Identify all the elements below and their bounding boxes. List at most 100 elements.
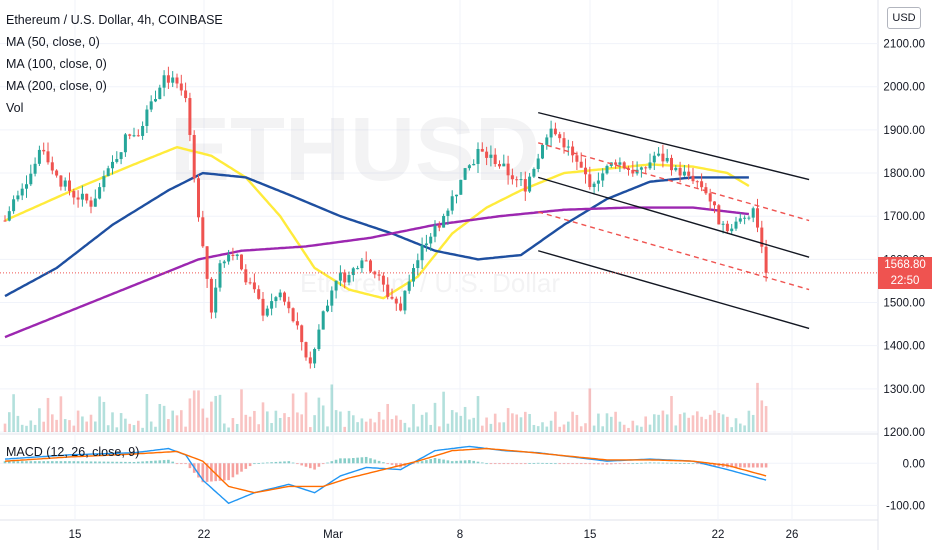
candle-body [274,297,278,302]
candle-body [377,274,381,276]
macd-histogram-bar [20,461,24,464]
volume-bar [261,402,265,432]
candle-body [373,271,377,275]
candle-body [33,163,37,174]
macd-histogram-bar [223,463,226,481]
volume-bar [579,426,583,432]
legend-ma200[interactable]: MA (200, close, 0) [6,79,107,93]
candle-body [566,146,570,148]
macd-histogram-bar [283,461,286,464]
volume-bar [438,426,441,432]
macd-histogram-bar [713,463,716,466]
volume-bar [330,384,334,432]
watermark-symbol: ETHUSD [170,100,540,200]
candle-body [115,159,119,162]
candle-body [407,281,411,291]
macd-histogram-bar [98,461,101,464]
macd-histogram-bar [442,459,445,464]
candle-body [132,135,136,137]
volume-bar [493,413,497,432]
volume-bar [46,397,50,432]
candle-body [498,164,501,167]
candle-body [747,217,751,219]
macd-histogram-bar [416,462,420,464]
macd-histogram-bar [188,463,192,469]
volume-bar [528,413,531,432]
legend-ma50[interactable]: MA (50, close, 0) [6,35,100,49]
volume-bar [390,419,394,432]
candle-body [596,180,600,184]
candle-body [386,284,390,297]
candle-body [463,168,467,180]
macd-histogram-bar [244,463,248,469]
volume-bar [33,424,37,432]
legend-ma100[interactable]: MA (100, close, 0) [6,57,107,71]
currency-button[interactable]: USD [887,7,921,29]
volume-bar [132,425,136,432]
macd-legend[interactable]: MACD (12, 26, close, 9) [6,445,140,459]
candle-body [270,301,274,309]
macd-histogram-bar [760,463,764,468]
price-tick-label: 2000.00 [883,82,925,94]
price-tick-label: 1800.00 [883,168,925,180]
macd-histogram-bar [227,463,230,481]
macd-histogram-bar [584,463,587,465]
volume-bar [248,416,252,432]
macd-histogram-bar [696,463,699,465]
macd-histogram-bar [536,462,540,464]
candle-body [218,263,222,288]
volume-bar [72,425,76,432]
candle-body [532,168,536,177]
volume-bar [463,406,467,432]
candle-body [347,275,351,283]
price-tick-label: 1900.00 [883,125,925,137]
volume-bar [278,417,282,432]
candle-body [85,193,89,201]
volume-bar [317,397,321,432]
macd-histogram-bar [167,459,170,464]
candle-body [648,162,652,169]
macd-histogram-bar [412,463,415,465]
volume-bar [575,414,579,432]
volume-bar [420,414,424,432]
candle-body [158,87,162,100]
volume-bar [128,423,131,432]
macd-histogram-bar [76,461,80,464]
volume-bar [16,415,20,432]
candle-body [657,153,661,156]
macd-histogram-bar [132,462,136,464]
macd-histogram-bar [321,463,325,465]
volume-bar [3,423,7,432]
volume-bar [300,414,303,432]
candle-body [601,173,605,181]
volume-bar [149,421,153,432]
volume-bar [111,412,114,432]
volume-bar [76,410,80,432]
volume-bar [210,401,213,432]
volume-bar [227,427,230,432]
volume-bar [717,413,721,432]
macd-histogram-bar [145,461,149,464]
legend-volume[interactable]: Vol [6,101,24,115]
candle-body [50,162,54,171]
volume-bar [266,411,269,432]
volume-bar [764,406,768,432]
macd-histogram-bar [395,463,398,467]
macd-histogram-bar [519,463,523,465]
candle-body [734,221,738,229]
macd-histogram-bar [708,463,712,466]
macd-histogram-bar [472,460,475,464]
volume-bar [20,424,24,432]
macd-histogram-bar [382,462,385,464]
candle-body [588,174,592,188]
candle-body [317,329,321,350]
macd-histogram-bar [261,462,265,464]
last-price-tag: 1568.80 22:50 [878,257,932,289]
volume-bar [657,414,660,432]
macd-histogram-bar [558,463,561,465]
volume-bar [373,422,377,432]
macd-histogram-bar [29,461,33,464]
macd-histogram-bar [678,463,682,464]
volume-bar [562,424,566,432]
